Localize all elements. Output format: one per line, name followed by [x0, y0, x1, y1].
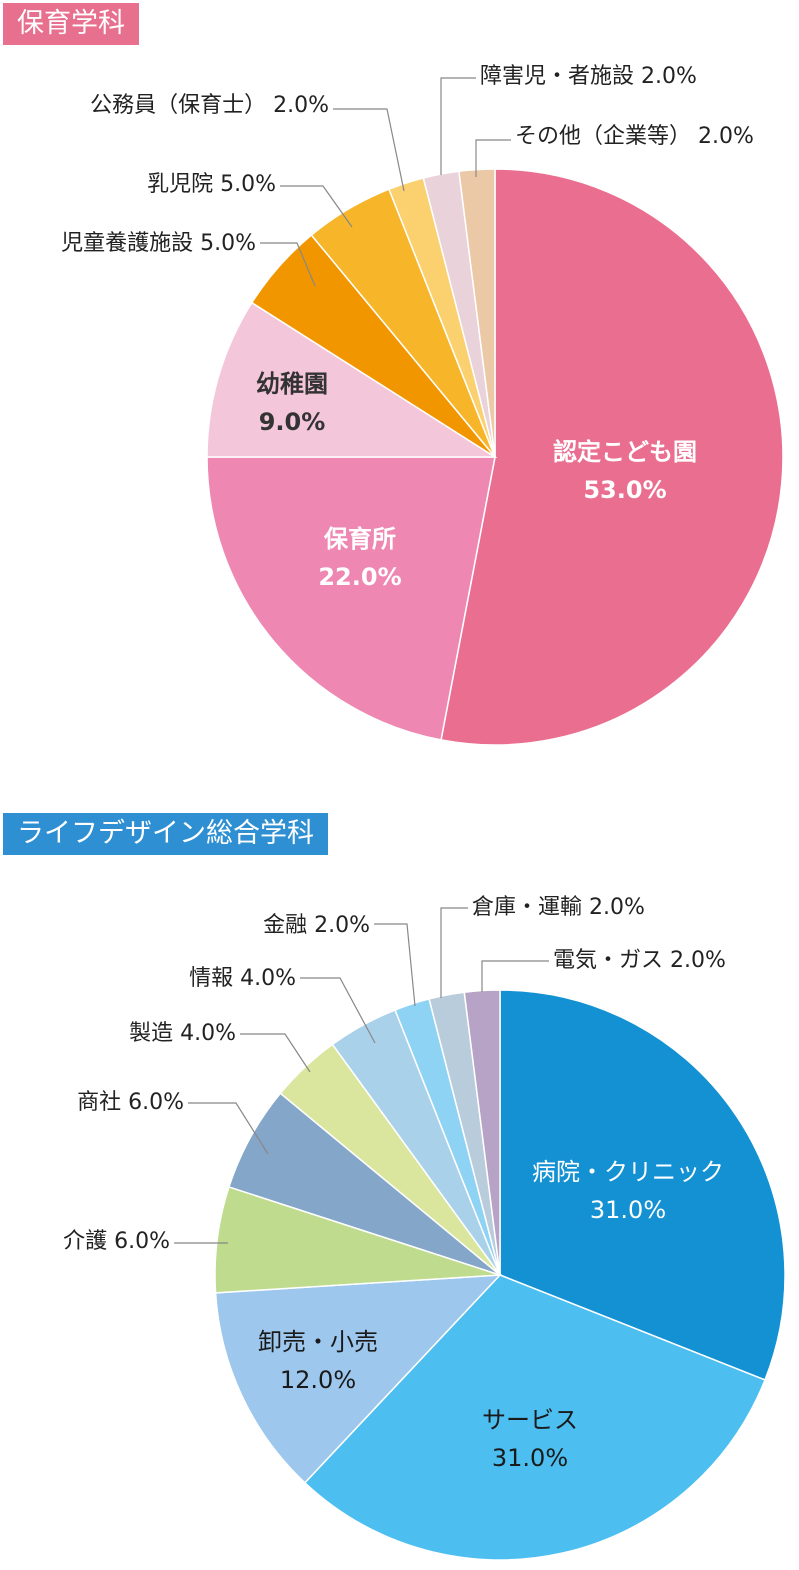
- leader-line-1-6: [300, 977, 376, 1044]
- lifedesign-chart: ライフデザイン総合学科 病院・クリニック 31.0% サービス 31.0% 卸売・小売 1…: [0, 810, 799, 1570]
- slice-value-1-1: 31.0%: [492, 1444, 568, 1472]
- slice-value-0-0: 53.0%: [583, 476, 666, 504]
- slice-label-0-7: その他（企業等） 2.0%: [515, 124, 754, 149]
- slice-label-1-4: 商社 6.0%: [77, 1090, 184, 1115]
- leader-line-0-3: [260, 242, 316, 287]
- slice-label-0-1: 保育所: [323, 525, 396, 553]
- pie-slice-0-1: [206, 456, 496, 741]
- pie-slice-0-2: [206, 301, 498, 458]
- slice-value-1-2: 12.0%: [280, 1366, 356, 1394]
- slice-label-1-3: 介護 6.0%: [63, 1229, 170, 1254]
- leader-line-1-7: [374, 923, 416, 1007]
- pie-chart-lifedesign: 病院・クリニック 31.0% サービス 31.0% 卸売・小売 12.0% 介護 6.0% 商…: [63, 895, 786, 1561]
- pie-slice-1-0: [499, 989, 786, 1381]
- slice-label-1-8: 倉庫・運輸 2.0%: [472, 895, 645, 920]
- chart-title-lifedesign: ライフデザイン総合学科: [3, 813, 328, 855]
- slice-label-0-6: 障害児・者施設 2.0%: [480, 64, 697, 89]
- pie-slice-1-1: [303, 1274, 766, 1561]
- slice-label-0-4: 乳児院 5.0%: [147, 172, 276, 197]
- slice-label-1-7: 金融 2.0%: [263, 913, 370, 938]
- slice-label-0-3: 児童養護施設 5.0%: [61, 231, 256, 256]
- slice-label-1-6: 情報 4.0%: [189, 966, 296, 991]
- leader-line-0-5: [333, 108, 405, 192]
- leader-line-0-4: [280, 185, 353, 228]
- chart-title-hoiku: 保育学科: [3, 3, 139, 45]
- leader-line-1-8: [440, 907, 468, 998]
- leader-line-0-7: [475, 139, 511, 177]
- slice-value-1-0: 31.0%: [590, 1196, 666, 1224]
- slice-label-1-9: 電気・ガス 2.0%: [553, 948, 726, 973]
- slice-label-0-5: 公務員（保育士） 2.0%: [90, 93, 329, 118]
- pie-slice-0-7: [458, 168, 496, 458]
- leader-line-1-5: [240, 1033, 311, 1073]
- hoiku-chart: 保育学科 認定こども園 53.0% 保育所 22.0% 幼稚園 9.0% 児童養護施設 5.…: [0, 0, 799, 780]
- pie-chart-hoiku: 認定こども園 53.0% 保育所 22.0% 幼稚園 9.0% 児童養護施設 5.0% 乳児院…: [61, 64, 784, 746]
- slice-value-0-1: 22.0%: [318, 563, 401, 591]
- slice-label-1-0: 病院・クリニック: [532, 1158, 724, 1186]
- leader-line-1-4: [188, 1102, 269, 1155]
- slice-value-0-2: 9.0%: [259, 408, 326, 436]
- slice-label-0-0: 認定こども園: [553, 438, 697, 466]
- leader-line-0-6: [440, 77, 476, 175]
- pie-slice-1-2: [214, 1274, 502, 1484]
- slice-label-1-5: 製造 4.0%: [129, 1021, 236, 1046]
- pie-slice-0-0: [440, 168, 784, 746]
- slice-label-0-2: 幼稚園: [256, 370, 328, 398]
- leader-line-1-9: [481, 960, 549, 992]
- slice-label-1-1: サービス: [482, 1406, 578, 1434]
- slice-label-1-2: 卸売・小売: [258, 1328, 378, 1356]
